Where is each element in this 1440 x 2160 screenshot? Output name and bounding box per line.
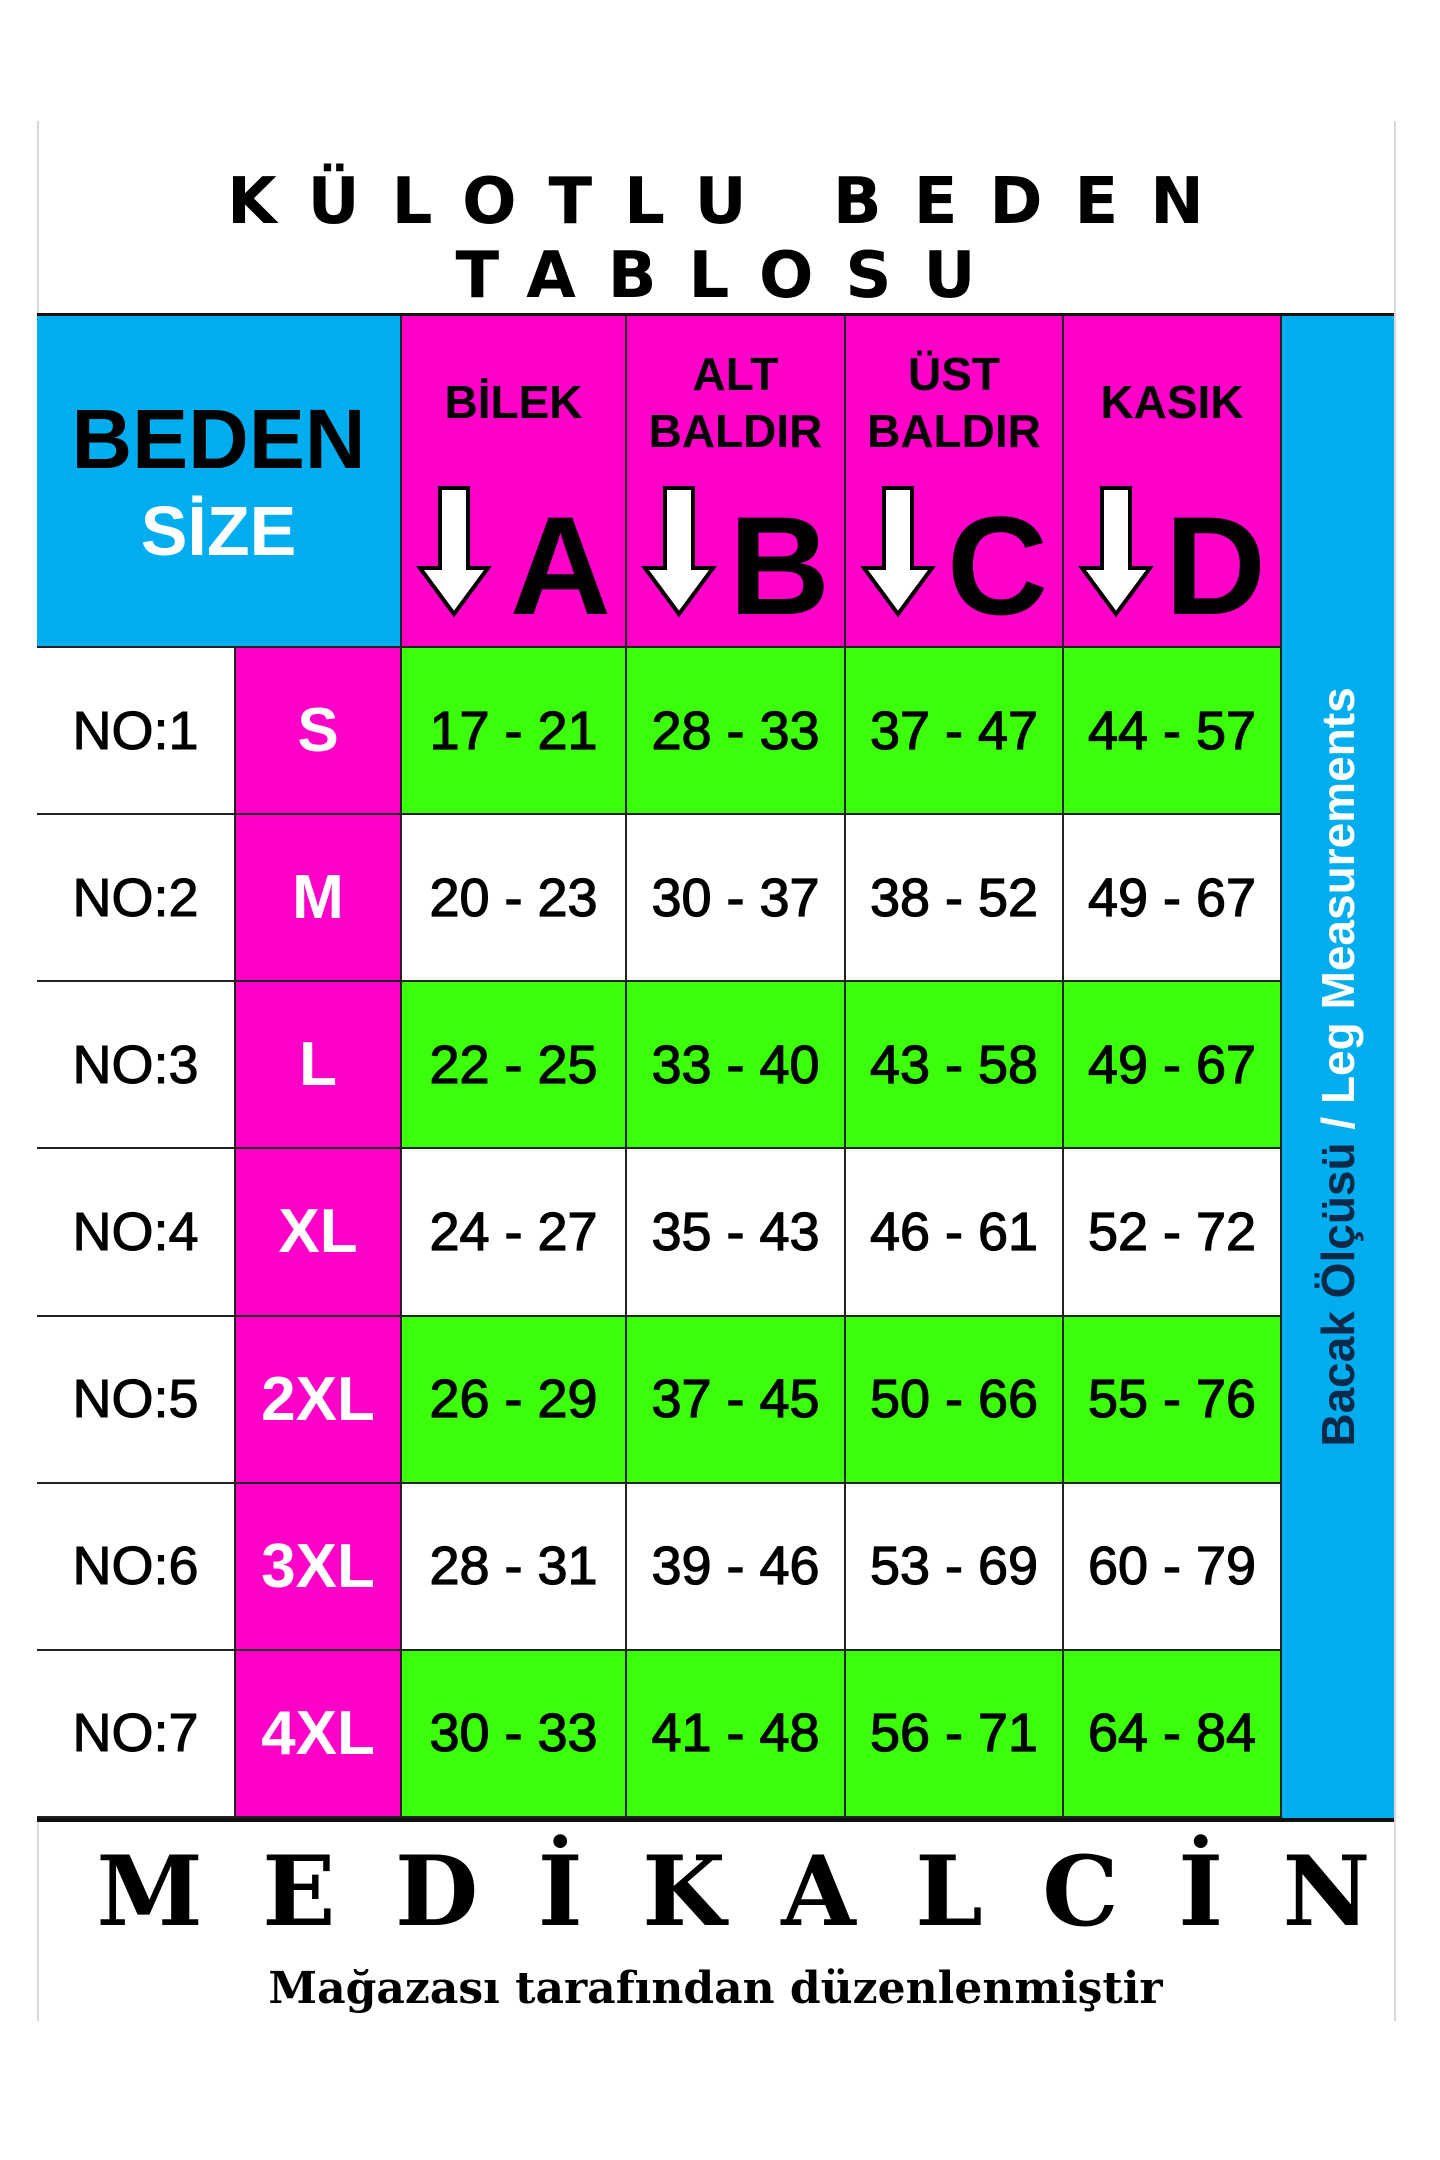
header-d: KASIK D: [1064, 316, 1282, 648]
header-letter: A: [509, 487, 611, 644]
row-size: S: [236, 648, 402, 816]
size-table: BEDEN SİZE Bacak Ölçüsü / Leg Measuremen…: [37, 313, 1394, 1822]
measurement-cell: 49 - 67: [1064, 982, 1282, 1150]
measurement-cell: 49 - 67: [1064, 815, 1282, 983]
down-arrow-icon: [860, 484, 936, 618]
header-letter: D: [1164, 487, 1266, 644]
measurement-cell: 60 - 79: [1064, 1483, 1282, 1651]
page-title: KÜLOTLU BEDEN TABLOSU: [227, 165, 1236, 313]
measurement-cell: 33 - 40: [627, 982, 846, 1150]
measurement-cell: 37 - 45: [627, 1316, 846, 1484]
header-b: ALT BALDIR B: [627, 316, 846, 648]
brand-subtitle: Mağazası tarafından düzenlenmiştir: [268, 1963, 1163, 2014]
row-number: NO:3: [37, 982, 236, 1150]
beden-label: BEDEN: [71, 391, 366, 486]
row-size: 2XL: [236, 1316, 402, 1484]
side-label-tr: Bacak Ölçüsü: [1312, 1142, 1364, 1447]
row-number: NO:6: [37, 1483, 236, 1651]
header-c: ÜST BALDIR C: [846, 316, 1064, 648]
measurement-cell: 44 - 57: [1064, 648, 1282, 816]
measurement-cell: 50 - 66: [846, 1316, 1064, 1484]
brand-name: MEDİKALCİN: [96, 1835, 1430, 1948]
down-arrow-icon: [1078, 484, 1154, 618]
header-label: BİLEK: [444, 376, 583, 429]
side-label-column: Bacak Ölçüsü / Leg Measurements: [1282, 316, 1394, 1818]
down-arrow-icon: [641, 484, 717, 618]
down-arrow-icon: [416, 484, 492, 618]
measurement-cell: 28 - 33: [627, 648, 846, 816]
measurement-cell: 39 - 46: [627, 1483, 846, 1651]
measurement-cell: 46 - 61: [846, 1149, 1064, 1317]
measurement-cell: 20 - 23: [402, 815, 627, 983]
right-border-line: [1394, 121, 1396, 2021]
size-label: SİZE: [140, 492, 297, 571]
measurement-cell: 24 - 27: [402, 1149, 627, 1317]
measurement-cell: 26 - 29: [402, 1316, 627, 1484]
measurement-cell: 28 - 31: [402, 1483, 627, 1651]
measurement-cell: 55 - 76: [1064, 1316, 1282, 1484]
row-size: M: [236, 815, 402, 983]
row-size: L: [236, 982, 402, 1150]
measurement-cell: 37 - 47: [846, 648, 1064, 816]
measurement-cell: 22 - 25: [402, 982, 627, 1150]
measurement-cell: 43 - 58: [846, 982, 1064, 1150]
header-label: KASIK: [1100, 376, 1244, 429]
measurement-cell: 17 - 21: [402, 648, 627, 816]
row-size: 4XL: [236, 1650, 402, 1818]
measurement-cell: 52 - 72: [1064, 1149, 1282, 1317]
measurement-cell: 35 - 43: [627, 1149, 846, 1317]
row-number: NO:7: [37, 1650, 236, 1818]
measurement-cell: 41 - 48: [627, 1650, 846, 1818]
measurement-cell: 64 - 84: [1064, 1650, 1282, 1818]
row-number: NO:5: [37, 1316, 236, 1484]
row-size: XL: [236, 1149, 402, 1317]
measurement-cell: 56 - 71: [846, 1650, 1064, 1818]
header-a: BİLEK A: [402, 316, 627, 648]
measurement-cell: 30 - 37: [627, 815, 846, 983]
header-label: ÜST BALDIR: [867, 347, 1041, 458]
row-size: 3XL: [236, 1483, 402, 1651]
row-number: NO:2: [37, 815, 236, 983]
leg-measurements-label: Bacak Ölçüsü / Leg Measurements: [1311, 687, 1365, 1446]
header-letter: B: [728, 487, 830, 644]
header-letter: C: [946, 487, 1048, 644]
row-number: NO:1: [37, 648, 236, 816]
beden-size-header: BEDEN SİZE: [37, 316, 402, 648]
measurement-cell: 30 - 33: [402, 1650, 627, 1818]
measurement-cell: 38 - 52: [846, 815, 1064, 983]
side-label-en: / Leg Measurements: [1312, 687, 1364, 1130]
row-number: NO:4: [37, 1149, 236, 1317]
measurement-cell: 53 - 69: [846, 1483, 1064, 1651]
header-label: ALT BALDIR: [648, 347, 823, 458]
